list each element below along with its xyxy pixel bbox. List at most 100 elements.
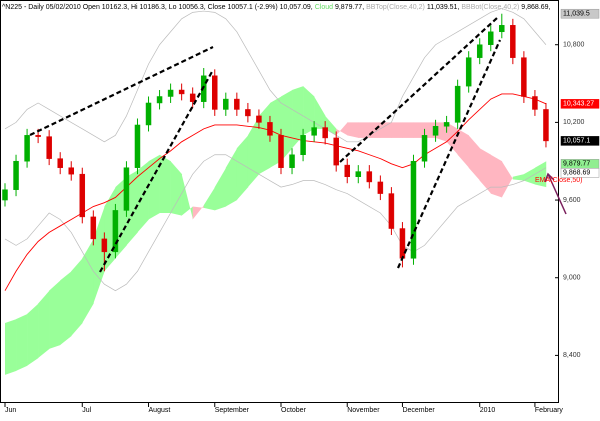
- candle-body: [521, 57, 527, 97]
- candle-body: [543, 109, 549, 142]
- header-bbtop: BBTop(Close,40,2): [366, 4, 425, 11]
- candle-body: [488, 31, 494, 45]
- cloud-segment: [148, 154, 160, 220]
- candle-body: [2, 189, 8, 201]
- arrow-shaft: [547, 173, 567, 215]
- candle-body: [410, 160, 417, 259]
- cloud-segment: [236, 135, 249, 201]
- candle-body: [90, 216, 97, 240]
- cloud-segment: [16, 313, 28, 371]
- cloud-segment: [181, 174, 193, 220]
- cloud-segment: [402, 122, 414, 138]
- candle-body: [24, 135, 30, 162]
- trend-line: [29, 46, 214, 136]
- y-tick-label: 10,800: [563, 42, 585, 49]
- cloud-segment: [27, 303, 39, 366]
- candle-body: [234, 98, 240, 110]
- indicators: [4, 8, 547, 375]
- plot-frame: [0, 0, 559, 403]
- candle-body: [432, 126, 439, 136]
- header-bbtop-value: 11,039.51,: [427, 4, 460, 11]
- cloud-segment: [435, 122, 447, 142]
- cloud-segment: [369, 122, 381, 138]
- x-tick-label: September: [215, 407, 250, 414]
- candle-body: [212, 75, 218, 110]
- trend-line: [99, 69, 214, 273]
- x-tick-label: February: [535, 407, 564, 414]
- trend-line: [396, 39, 502, 269]
- cloud-segment: [413, 122, 425, 138]
- candle-body: [454, 85, 461, 123]
- candle-body: [79, 173, 86, 218]
- candle-body: [134, 124, 141, 168]
- cloud-segment: [380, 122, 392, 138]
- price-label: 10,343.27: [563, 101, 594, 108]
- header-bbbot-value: 9,868.69,: [521, 4, 550, 11]
- arrow: [544, 172, 567, 215]
- y-tick-label: 9,600: [563, 197, 581, 204]
- price-label-box: [560, 168, 600, 178]
- candle-body: [35, 135, 41, 137]
- candle-body: [178, 89, 185, 95]
- candle-body: [355, 171, 362, 178]
- price-label-box: [560, 8, 600, 19]
- indicator-line: [4, 93, 547, 291]
- arrow-head: [544, 172, 555, 183]
- candle-body: [156, 96, 163, 104]
- candle-body: [245, 109, 251, 117]
- cloud-segment: [457, 128, 469, 168]
- candle-body: [399, 228, 406, 259]
- x-tick-label: December: [402, 407, 435, 414]
- header: ^N225 - Daily 05/02/2010 Open 10162.3, H…: [2, 4, 551, 11]
- cloud-segment: [5, 319, 17, 375]
- candle-body: [289, 154, 295, 168]
- indicator-line: [4, 154, 547, 292]
- price-label: 10,057.1: [563, 138, 590, 145]
- candle-body: [112, 210, 119, 253]
- cloud-segment: [60, 271, 72, 346]
- candle-body: [123, 167, 130, 211]
- header-bbbot: BBBot(Close,40,2): [461, 4, 519, 11]
- cloud-segment: [358, 122, 370, 138]
- candle-body: [322, 127, 328, 139]
- cloud-segment: [534, 161, 547, 188]
- candle-body: [223, 98, 229, 110]
- cloud-segment: [325, 115, 337, 136]
- cloud-segment: [225, 148, 238, 207]
- candle-body: [377, 181, 384, 194]
- candle-body: [510, 25, 516, 58]
- trend-lines: [29, 17, 502, 273]
- candle-body: [13, 160, 19, 190]
- cloud-segment: [258, 102, 271, 175]
- x-tick-label: November: [347, 407, 380, 414]
- cloud-segment: [512, 174, 525, 181]
- indicator-line: [4, 8, 547, 143]
- candle-body: [344, 164, 350, 178]
- cloud-segment: [203, 187, 216, 211]
- x-tick-label: Jul: [82, 407, 91, 414]
- cloud-segment: [38, 290, 50, 358]
- candle-body: [443, 122, 450, 127]
- y-tick-label: 10,200: [563, 119, 585, 126]
- cloud-segment: [170, 161, 182, 216]
- candle-body: [366, 171, 373, 183]
- price-label: 9,879.77: [563, 161, 590, 168]
- cloud-segment: [523, 167, 536, 185]
- candle-body: [465, 57, 472, 87]
- candles: [2, 13, 549, 272]
- cloud-segment: [314, 96, 326, 129]
- candle-body: [167, 89, 174, 97]
- ema-legend: EMA(Close,50): [535, 177, 582, 184]
- cloud-segment: [126, 170, 138, 246]
- candle-body: [68, 167, 74, 175]
- candle-body: [300, 135, 306, 156]
- candle-body: [333, 137, 339, 166]
- header-cloud-value: 9,879.77,: [335, 4, 364, 11]
- candle-body: [499, 25, 505, 33]
- cloud-segment: [501, 161, 514, 198]
- x-tick-label: Jun: [5, 407, 16, 414]
- cloud-segment: [292, 86, 304, 149]
- y-tick-label: 9,000: [563, 275, 581, 282]
- candle-body: [101, 238, 108, 253]
